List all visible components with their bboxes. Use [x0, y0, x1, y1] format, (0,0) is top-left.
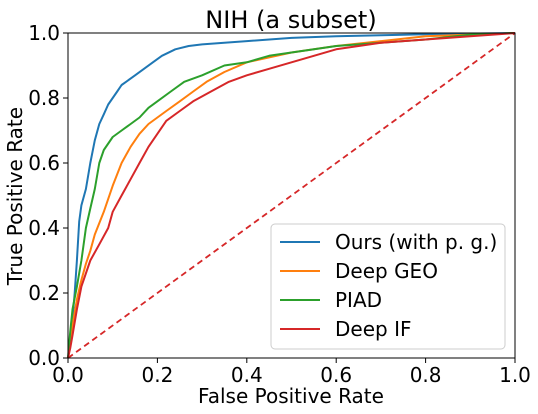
plot-area [67, 32, 516, 359]
y-tick-label: 0.0 [28, 346, 60, 370]
legend-label: PIAD [335, 288, 382, 312]
x-tick-label: 0.6 [320, 363, 352, 387]
series-line-piad [67, 32, 516, 359]
plot-frame [67, 32, 516, 359]
x-tick-label: 0.8 [410, 363, 442, 387]
y-axis: 0.0 0.2 0.4 0.6 0.8 1.0 [28, 21, 68, 370]
chance-reference-line [67, 32, 516, 359]
x-tick-label: 0.0 [52, 363, 84, 387]
legend-box [270, 223, 506, 350]
series-line-ours-with-p-g [67, 32, 516, 359]
legend-label: Deep GEO [335, 259, 438, 283]
y-tick-label: 0.4 [28, 216, 60, 240]
x-tick-label: 0.4 [231, 363, 263, 387]
y-tick-label: 0.2 [28, 281, 60, 305]
x-axis-label: False Positive Rate [198, 384, 384, 408]
legend-label: Ours (with p. g.) [335, 230, 497, 254]
y-axis-label: True Positive Rate [3, 107, 27, 286]
x-tick-label: 0.2 [141, 363, 173, 387]
legend: Ours (with p. g.) Deep GEO PIAD Deep IF [270, 223, 506, 350]
y-tick-label: 1.0 [28, 21, 60, 45]
chart-title: NIH (a subset) [205, 6, 376, 34]
x-axis: 0.0 0.2 0.4 0.6 0.8 1.0 [52, 358, 531, 387]
legend-label: Deep IF [335, 317, 411, 341]
x-tick-label: 1.0 [499, 363, 531, 387]
y-tick-label: 0.8 [28, 86, 60, 110]
series-line-deep-if [67, 32, 516, 359]
y-tick-label: 0.6 [28, 151, 60, 175]
